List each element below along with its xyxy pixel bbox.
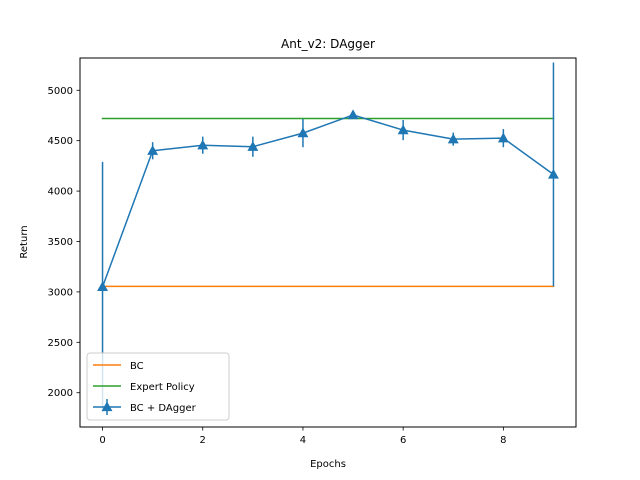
- x-tick-label: 2: [200, 435, 206, 446]
- data-point: [97, 281, 108, 292]
- y-tick-label: 3500: [48, 237, 73, 248]
- y-tick-label: 4000: [48, 187, 73, 198]
- x-tick-label: 8: [500, 435, 506, 446]
- y-tick-label: 2000: [48, 388, 73, 399]
- data-point: [548, 168, 559, 179]
- y-tick-label: 3000: [48, 287, 73, 298]
- x-tick-label: 0: [99, 435, 105, 446]
- legend-box: [86, 352, 230, 421]
- x-tick-label: 4: [300, 435, 306, 446]
- data-point: [447, 133, 459, 144]
- y-axis-label: Return: [19, 225, 30, 258]
- y-tick-label: 5000: [48, 86, 73, 97]
- data-point: [297, 127, 309, 138]
- data-point: [147, 145, 159, 155]
- chart-title: Ant_v2: DAgger: [281, 37, 375, 51]
- x-axis-label: Epochs: [310, 459, 346, 470]
- plot-frame: [79, 57, 577, 428]
- legend-label: BC: [130, 361, 144, 372]
- data-point: [497, 132, 509, 143]
- legend-label: BC + DAgger: [130, 403, 197, 414]
- data-point: [247, 141, 259, 151]
- legend-label: Expert Policy: [130, 382, 195, 393]
- y-tick-label: 2500: [48, 338, 73, 349]
- y-axis: 2000 2500 3000 3500 4000 4500 5000: [48, 86, 80, 399]
- data-point: [397, 124, 409, 135]
- legend: BC Expert Policy BC + DAgger: [86, 352, 230, 421]
- y-tick-label: 4500: [48, 136, 73, 147]
- x-axis: 0 2 4 6 8: [99, 427, 507, 446]
- bc-dagger-line: [101, 114, 555, 288]
- data-point: [197, 139, 209, 150]
- data-point: [347, 109, 359, 120]
- legend-marker: [101, 401, 113, 412]
- x-tick-label: 6: [400, 435, 406, 446]
